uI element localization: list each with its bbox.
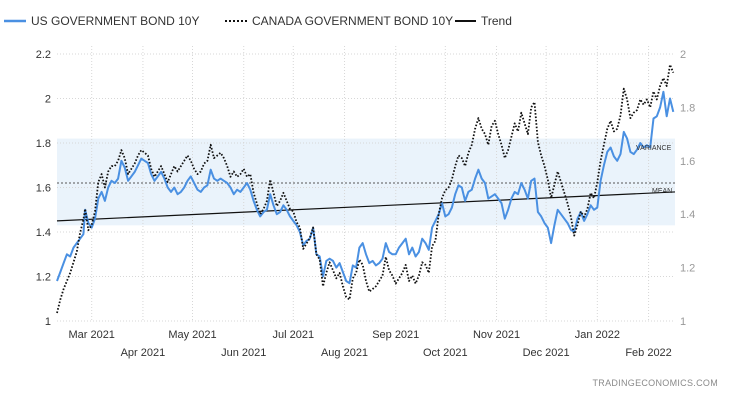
- x-tick-label: Dec 2021: [523, 347, 570, 359]
- legend-item-canada[interactable]: CANADA GOVERNMENT BOND 10Y: [225, 14, 453, 28]
- y-axis-right: 1 1.2 1.4 1.6 1.8 2: [680, 49, 695, 328]
- x-tick-label: Sep 2021: [372, 329, 419, 341]
- y-left-tick-label: 1: [45, 316, 51, 328]
- legend-label-canada: CANADA GOVERNMENT BOND 10Y: [252, 14, 453, 28]
- y-left-tick-label: 1.6: [36, 183, 51, 195]
- y-right-tick-label: 2: [680, 49, 686, 61]
- x-tick-label: Aug 2021: [321, 347, 368, 359]
- x-tick-label: Nov 2021: [473, 329, 520, 341]
- variance-band-layer: [57, 138, 675, 226]
- series-line-us: [56, 90, 675, 285]
- x-tick-label: Apr 2021: [121, 347, 166, 359]
- x-axis: Mar 2021 May 2021 Jul 2021 Sep 2021 Nov 2021…: [68, 329, 671, 359]
- x-tick-label: Mar 2021: [68, 329, 114, 341]
- grid-layer: [57, 46, 675, 322]
- y-left-tick-label: 1.2: [36, 272, 51, 284]
- legend-label-trend: Trend: [481, 14, 512, 28]
- x-tick-label: May 2021: [168, 329, 216, 341]
- y-right-tick-label: 1: [680, 316, 686, 328]
- series-layer: [56, 63, 676, 314]
- y-right-tick-label: 1.2: [680, 263, 695, 275]
- x-tick-label: Jun 2021: [221, 347, 266, 359]
- y-left-tick-label: 2.2: [36, 49, 51, 61]
- y-right-tick-label: 1.4: [680, 209, 695, 221]
- mean-annotation: MEAN: [652, 188, 672, 195]
- y-axis-left: 1 1.2 1.4 1.6 1.8 2 2.2: [36, 49, 51, 328]
- trend-line: [56, 191, 676, 222]
- legend: US GOVERNMENT BOND 10Y CANADA GOVERNMENT…: [4, 14, 512, 28]
- x-tick-label: Oct 2021: [423, 347, 468, 359]
- variance-band: [57, 138, 675, 226]
- x-tick-label: Feb 2022: [625, 347, 671, 359]
- legend-item-trend[interactable]: Trend: [455, 14, 512, 28]
- legend-item-us[interactable]: US GOVERNMENT BOND 10Y: [4, 14, 199, 28]
- variance-annotation: VARIANCE: [636, 145, 672, 152]
- y-right-tick-label: 1.6: [680, 156, 695, 168]
- source-credit: TRADINGECONOMICS.COM: [592, 378, 718, 388]
- y-left-tick-label: 1.4: [36, 227, 51, 239]
- y-left-tick-label: 1.8: [36, 138, 51, 150]
- legend-label-us: US GOVERNMENT BOND 10Y: [31, 14, 199, 28]
- x-tick-label: Jul 2021: [272, 329, 314, 341]
- series-line-canada: [56, 63, 675, 314]
- x-tick-label: Jan 2022: [575, 329, 620, 341]
- y-left-tick-label: 2: [45, 94, 51, 106]
- y-right-tick-label: 1.8: [680, 102, 695, 114]
